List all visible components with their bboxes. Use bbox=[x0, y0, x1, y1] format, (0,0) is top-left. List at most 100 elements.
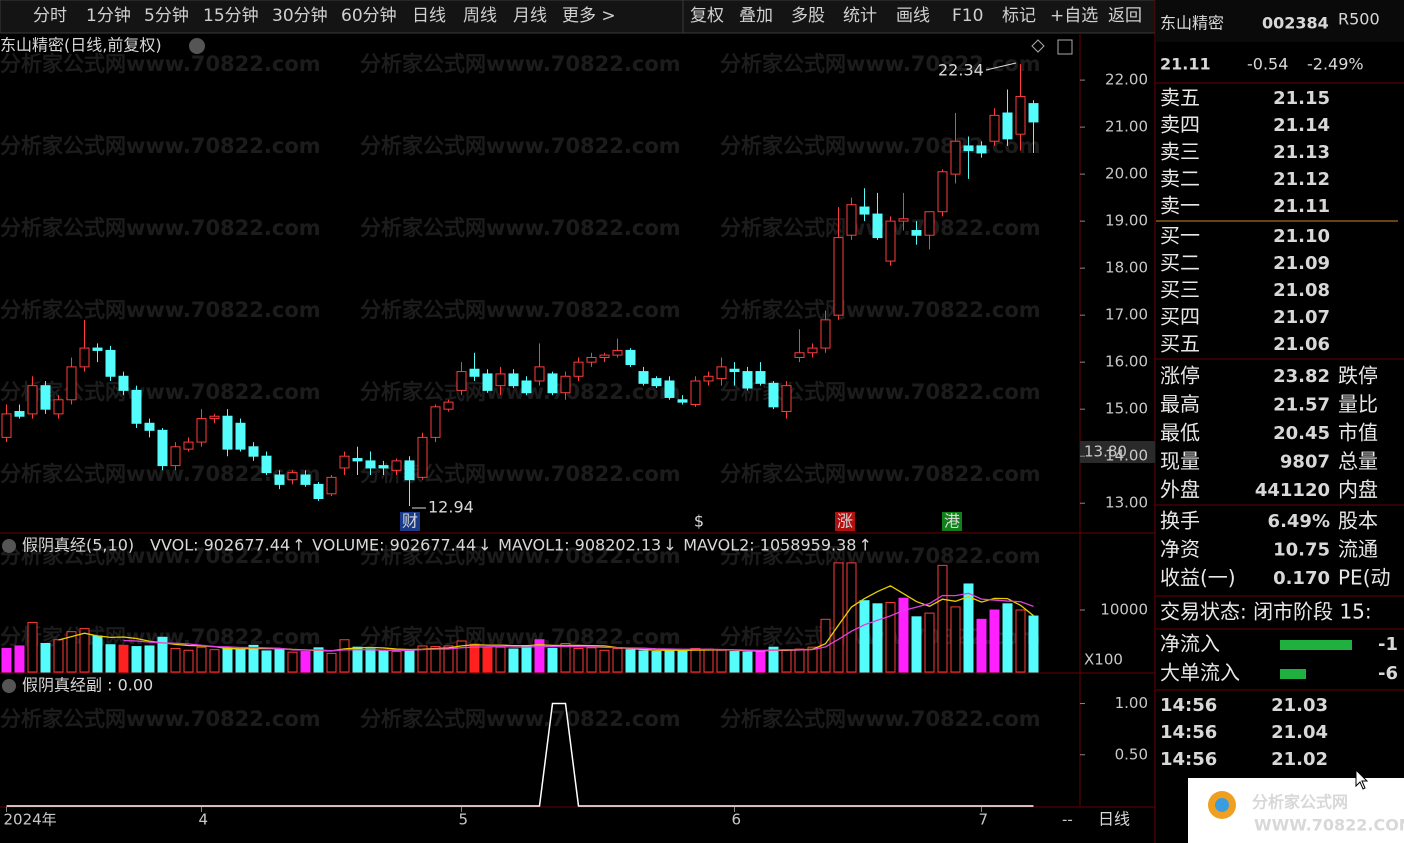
candle-body bbox=[495, 373, 506, 387]
event-badge[interactable] bbox=[942, 512, 962, 531]
y-tick-label: 20.00 bbox=[1105, 165, 1148, 183]
diamond-icon[interactable] bbox=[1031, 39, 1045, 53]
volume-bar bbox=[846, 562, 857, 673]
y-tick-label: 0.50 bbox=[1115, 745, 1148, 763]
period-button[interactable]: 5分钟 bbox=[144, 6, 189, 26]
min-price-label: 12.94 bbox=[428, 498, 474, 517]
settings-icon[interactable] bbox=[2, 539, 16, 553]
candle-body bbox=[118, 375, 129, 391]
book-label: 卖四 bbox=[1160, 113, 1200, 137]
period-button[interactable]: 分时 bbox=[33, 6, 67, 26]
period-button[interactable]: 月线 bbox=[513, 6, 547, 26]
volume-bar bbox=[976, 618, 987, 673]
period-button[interactable]: 周线 bbox=[463, 6, 497, 26]
candle-body bbox=[209, 415, 220, 420]
stat-right-label: 跌停 bbox=[1338, 364, 1378, 388]
volume-bar bbox=[1015, 609, 1026, 673]
candle-body bbox=[27, 385, 38, 415]
book-price: 21.11 bbox=[1273, 196, 1330, 217]
tool-button[interactable]: 多股 bbox=[791, 6, 825, 26]
tool-button[interactable]: +自选 bbox=[1050, 6, 1098, 26]
max-arrow bbox=[985, 62, 1017, 71]
event-label[interactable]: 港 bbox=[944, 512, 960, 531]
candle-body bbox=[170, 446, 181, 467]
panel-icon[interactable] bbox=[1057, 39, 1073, 55]
candle-body bbox=[313, 483, 324, 500]
volume-bar bbox=[677, 650, 688, 673]
axis-extra: -- bbox=[1062, 811, 1073, 829]
event-badge[interactable] bbox=[400, 512, 420, 531]
volume-bar bbox=[521, 645, 532, 673]
period-button[interactable]: 30分钟 bbox=[272, 6, 328, 26]
book-price: 21.13 bbox=[1273, 142, 1330, 163]
legend-entry: MAVOL1: 908202.13 bbox=[498, 536, 661, 555]
tool-button[interactable]: F10 bbox=[952, 6, 983, 26]
volume-bar bbox=[729, 651, 740, 673]
book-label: 买四 bbox=[1160, 305, 1200, 329]
period-label[interactable]: 日线 bbox=[1098, 810, 1130, 829]
legend-arrow: ↓ bbox=[478, 536, 491, 555]
logo-url: WWW.70822.COM bbox=[1254, 816, 1404, 835]
stat-value: 21.57 bbox=[1273, 395, 1330, 416]
period-button[interactable]: 日线 bbox=[412, 6, 446, 26]
tool-button[interactable]: 画线 bbox=[896, 6, 930, 26]
volume-bar bbox=[1002, 603, 1013, 673]
book-label: 卖五 bbox=[1160, 86, 1200, 110]
candle-body bbox=[261, 455, 272, 474]
candle-body bbox=[807, 347, 818, 354]
tool-button[interactable]: 标记 bbox=[1002, 6, 1036, 26]
price-change: -0.54 bbox=[1247, 55, 1288, 74]
stat-label: 换手 bbox=[1160, 509, 1200, 533]
candle-body bbox=[53, 399, 64, 415]
watermark: 分析家公式网www.70822.com bbox=[360, 544, 681, 568]
candle-body bbox=[729, 368, 740, 373]
volume-bar bbox=[27, 621, 38, 673]
period-button[interactable]: 1分钟 bbox=[86, 6, 131, 26]
volume-bar bbox=[313, 647, 324, 673]
tool-button[interactable]: 返回 bbox=[1108, 6, 1142, 26]
logo-flower bbox=[1215, 798, 1229, 812]
book-price: 21.15 bbox=[1273, 88, 1330, 109]
stock-code: 002384 bbox=[1262, 14, 1329, 33]
stat-right-label: PE(动 bbox=[1338, 566, 1391, 590]
candle-body bbox=[586, 356, 597, 363]
volume-bar bbox=[989, 609, 1000, 673]
period-button[interactable]: 15分钟 bbox=[203, 6, 259, 26]
settings-icon[interactable] bbox=[189, 38, 205, 54]
tool-button[interactable]: 叠加 bbox=[739, 6, 773, 26]
watermark: 分析家公式网www.70822.com bbox=[360, 52, 681, 76]
candle-body bbox=[430, 406, 441, 438]
event-label[interactable]: $ bbox=[694, 512, 704, 531]
watermark: 分析家公式网www.70822.com bbox=[0, 707, 321, 731]
event-label[interactable]: 涨 bbox=[837, 512, 853, 531]
quote-header bbox=[1156, 0, 1404, 42]
volume-bar bbox=[638, 650, 649, 673]
period-button[interactable]: 60分钟 bbox=[341, 6, 397, 26]
volume-bar bbox=[430, 646, 441, 673]
y-tick-label: 14.00 bbox=[1105, 447, 1148, 465]
volume-bar bbox=[872, 603, 883, 673]
settings-icon[interactable] bbox=[2, 679, 16, 693]
watermark: 分析家公式网www.70822.com bbox=[0, 134, 321, 158]
stat-right-label: 内盘 bbox=[1338, 478, 1378, 502]
volume-bar bbox=[690, 647, 701, 673]
stat-right-label: 股本 bbox=[1338, 509, 1378, 533]
stat-value: 9807 bbox=[1280, 452, 1330, 473]
candle-body bbox=[768, 382, 779, 408]
event-badge[interactable] bbox=[835, 512, 855, 531]
event-label[interactable]: 财 bbox=[402, 512, 418, 531]
watermark: 分析家公式网www.70822.com bbox=[720, 298, 1041, 322]
period-button[interactable]: 更多 > bbox=[562, 6, 616, 26]
flow-value: -6 bbox=[1378, 663, 1398, 684]
volume-bar bbox=[755, 650, 766, 673]
volume-bar bbox=[807, 646, 818, 673]
candle-body bbox=[872, 213, 883, 239]
watermark: 分析家公式网www.70822.com bbox=[360, 380, 681, 404]
tool-button[interactable]: 统计 bbox=[843, 6, 877, 26]
tool-button[interactable]: 复权 bbox=[690, 6, 724, 26]
candle-body bbox=[131, 389, 142, 424]
tick-price: 21.03 bbox=[1271, 695, 1328, 716]
x-tick-label: 6 bbox=[732, 811, 742, 829]
volume-bar bbox=[79, 628, 90, 673]
candle-body bbox=[92, 347, 103, 351]
